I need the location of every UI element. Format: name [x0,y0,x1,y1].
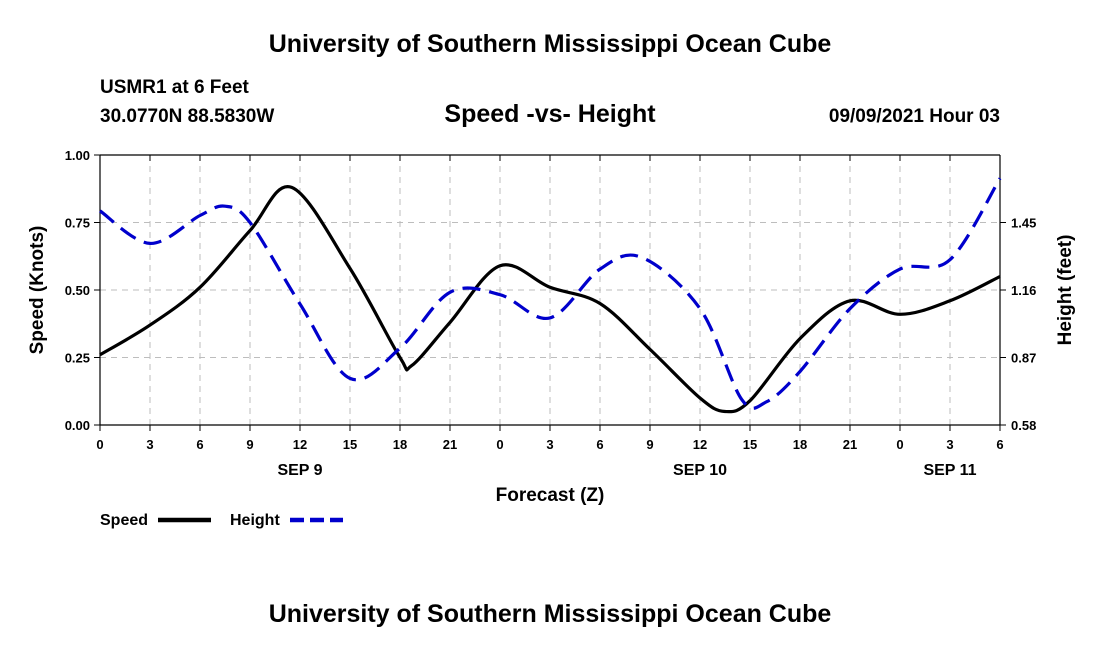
y-tick-label: 1.00 [65,148,90,163]
station-label: USMR1 at 6 Feet [100,77,249,98]
x-tick-label: 15 [343,437,357,452]
x-tick-label: 3 [946,437,953,452]
legend-label-speed: Speed [100,512,148,529]
y-right-tick-label: 1.45 [1011,216,1036,231]
x-tick-label: 3 [146,437,153,452]
x-tick-label: 0 [896,437,903,452]
chart-subtitle: Speed -vs- Height [444,100,656,128]
chart-bottom-title: University of Southern Mississippi Ocean… [268,600,832,628]
y-tick-label: 0.75 [65,216,90,231]
x-tick-label: 0 [496,437,503,452]
y-right-tick-label: 0.58 [1011,418,1036,433]
x-tick-label: 6 [196,437,203,452]
chart-top-title: University of Southern Mississippi Ocean… [268,30,832,58]
x-date-label: SEP 9 [277,462,322,479]
x-tick-label: 6 [596,437,603,452]
legend-label-height: Height [230,512,280,529]
y-tick-label: 0.50 [65,283,90,298]
x-tick-label: 18 [393,437,407,452]
x-axis-title: Forecast (Z) [496,485,605,506]
x-tick-label: 18 [793,437,807,452]
x-date-label: SEP 10 [673,462,727,479]
y-right-tick-label: 0.87 [1011,351,1036,366]
series-line-height [99,177,1002,410]
x-tick-label: 0 [96,437,103,452]
y-tick-label: 0.25 [65,351,90,366]
forecast-datetime: 09/09/2021 Hour 03 [828,106,1000,127]
x-tick-label: 6 [996,437,1003,452]
y-tick-label: 0.00 [65,418,90,433]
coordinates-label: 30.0770N 88.5830W [100,106,275,127]
x-tick-label: 12 [293,437,307,452]
series-line-speed [99,185,1001,414]
y-axis-title: Speed (Knots) [27,226,48,355]
x-date-label: SEP 11 [923,462,976,479]
x-tick-label: 9 [646,437,653,452]
x-tick-label: 3 [546,437,553,452]
x-tick-label: 12 [693,437,707,452]
y-axis-right-title: Height (feet) [1055,235,1076,346]
x-tick-label: 21 [443,437,457,452]
x-tick-label: 21 [843,437,857,452]
x-tick-label: 15 [743,437,757,452]
y-right-tick-label: 1.16 [1011,283,1036,298]
x-tick-label: 9 [246,437,253,452]
